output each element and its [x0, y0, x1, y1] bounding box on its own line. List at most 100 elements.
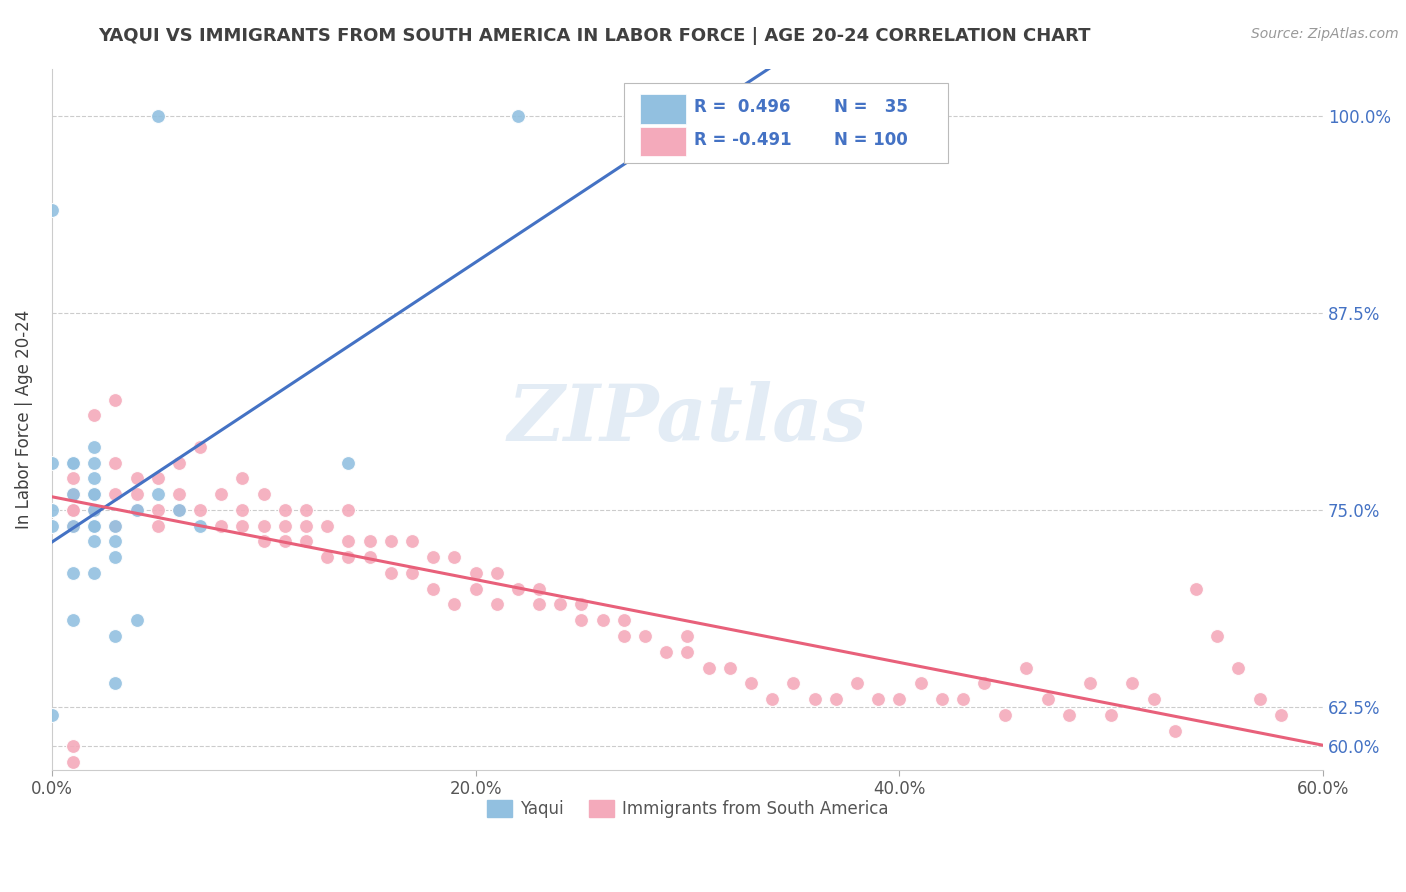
Point [83, 518, 105, 533]
Point [676, 645, 699, 659]
Point [209, 518, 232, 533]
Point [167, 456, 190, 470]
Point [868, 692, 890, 706]
Point [83, 487, 105, 501]
Point [41, 203, 63, 218]
Point [485, 566, 508, 580]
Point [62, 566, 84, 580]
Point [1206, 629, 1229, 643]
Point [125, 487, 148, 501]
Point [62, 518, 84, 533]
Point [506, 582, 529, 596]
Point [1142, 692, 1164, 706]
Point [125, 503, 148, 517]
Point [62, 518, 84, 533]
Point [41, 707, 63, 722]
Point [380, 534, 402, 549]
Point [274, 503, 297, 517]
Point [952, 692, 974, 706]
Point [295, 518, 318, 533]
Point [1164, 723, 1187, 738]
Point [62, 487, 84, 501]
Point [422, 582, 444, 596]
Point [62, 613, 84, 627]
Point [188, 503, 211, 517]
Point [167, 503, 190, 517]
Text: N = 100: N = 100 [834, 131, 907, 149]
Point [634, 629, 657, 643]
Text: Source: ZipAtlas.com: Source: ZipAtlas.com [1251, 27, 1399, 41]
Point [104, 534, 127, 549]
Point [527, 598, 550, 612]
Point [83, 518, 105, 533]
Text: R = -0.491: R = -0.491 [693, 131, 792, 149]
Point [401, 566, 423, 580]
Point [316, 550, 339, 565]
Point [910, 676, 932, 690]
Point [62, 503, 84, 517]
Point [422, 550, 444, 565]
Point [485, 598, 508, 612]
Point [62, 456, 84, 470]
Point [41, 503, 63, 517]
Point [125, 471, 148, 485]
Point [740, 676, 762, 690]
Point [1015, 660, 1038, 674]
Point [1270, 707, 1292, 722]
Y-axis label: In Labor Force | Age 20-24: In Labor Force | Age 20-24 [15, 310, 32, 529]
Point [571, 613, 593, 627]
Point [316, 518, 339, 533]
Point [295, 534, 318, 549]
Point [1227, 660, 1250, 674]
Point [846, 676, 869, 690]
Point [83, 487, 105, 501]
Point [146, 109, 169, 123]
Legend: Yaqui, Immigrants from South America: Yaqui, Immigrants from South America [479, 793, 896, 825]
Point [1249, 692, 1271, 706]
Point [83, 518, 105, 533]
Point [1078, 676, 1101, 690]
Point [401, 534, 423, 549]
FancyBboxPatch shape [640, 127, 686, 156]
Point [41, 518, 63, 533]
Point [83, 456, 105, 470]
Point [1099, 707, 1122, 722]
Point [62, 503, 84, 517]
Point [188, 518, 211, 533]
Point [571, 598, 593, 612]
Text: N =   35: N = 35 [834, 98, 907, 116]
Point [613, 613, 636, 627]
Point [62, 487, 84, 501]
Point [62, 755, 84, 769]
Point [146, 471, 169, 485]
Point [104, 392, 127, 407]
Text: YAQUI VS IMMIGRANTS FROM SOUTH AMERICA IN LABOR FORCE | AGE 20-24 CORRELATION CH: YAQUI VS IMMIGRANTS FROM SOUTH AMERICA I… [98, 27, 1091, 45]
Point [803, 692, 825, 706]
Point [380, 566, 402, 580]
Point [994, 707, 1017, 722]
Point [231, 518, 253, 533]
Point [337, 550, 360, 565]
Point [274, 518, 297, 533]
Point [718, 660, 741, 674]
Point [104, 676, 127, 690]
Point [443, 550, 465, 565]
Point [337, 534, 360, 549]
Point [188, 440, 211, 454]
Text: R =  0.496: R = 0.496 [693, 98, 790, 116]
Point [253, 487, 276, 501]
Point [464, 582, 486, 596]
Point [104, 518, 127, 533]
FancyBboxPatch shape [624, 83, 948, 163]
Point [824, 692, 846, 706]
Point [527, 582, 550, 596]
Point [83, 566, 105, 580]
Point [550, 598, 572, 612]
Point [931, 692, 953, 706]
Point [83, 487, 105, 501]
Point [1185, 582, 1208, 596]
Point [83, 518, 105, 533]
Point [782, 676, 804, 690]
Point [676, 629, 699, 643]
Point [146, 487, 169, 501]
